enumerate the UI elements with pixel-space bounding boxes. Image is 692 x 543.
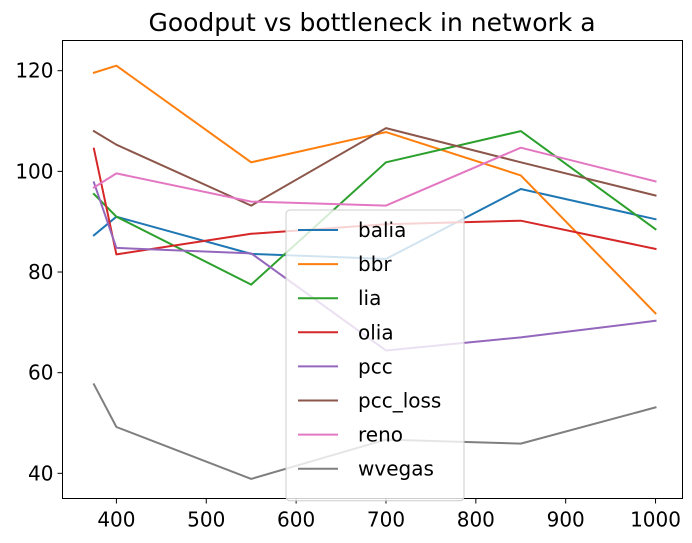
x-tick-label: 1000 [630, 508, 681, 532]
y-tick-label: 60 [28, 361, 53, 385]
x-tick-label: 900 [547, 508, 585, 532]
y-tick-label: 100 [15, 159, 53, 183]
legend-label-lia: lia [358, 286, 381, 310]
y-axis: 40 60 80 100 120 [15, 59, 63, 485]
legend-label-olia: olia [358, 320, 394, 344]
legend-label-balia: balia [358, 218, 406, 242]
y-tick-label: 80 [28, 260, 53, 284]
x-tick-label: 800 [457, 508, 495, 532]
series-line-bbr [92, 64, 657, 315]
x-tick-label: 400 [97, 508, 135, 532]
y-tick-label: 40 [28, 461, 53, 485]
x-tick-label: 700 [367, 508, 405, 532]
legend-label-reno: reno [358, 423, 403, 447]
x-tick-label: 600 [277, 508, 315, 532]
legend-label-bbr: bbr [358, 252, 392, 276]
legend-label-wvegas: wvegas [358, 457, 434, 481]
y-tick-label: 120 [15, 59, 53, 83]
chart-title: Goodput vs bottleneck in network a [148, 8, 595, 37]
legend-label-pcc_loss: pcc_loss [358, 389, 441, 413]
series-line-pcc_loss [92, 127, 657, 207]
x-axis: 400 500 600 700 800 900 1000 [97, 498, 681, 532]
x-tick-label: 500 [187, 508, 225, 532]
legend-box [285, 209, 465, 502]
legend-label-pcc: pcc [358, 354, 393, 378]
series-line-reno [92, 146, 657, 207]
